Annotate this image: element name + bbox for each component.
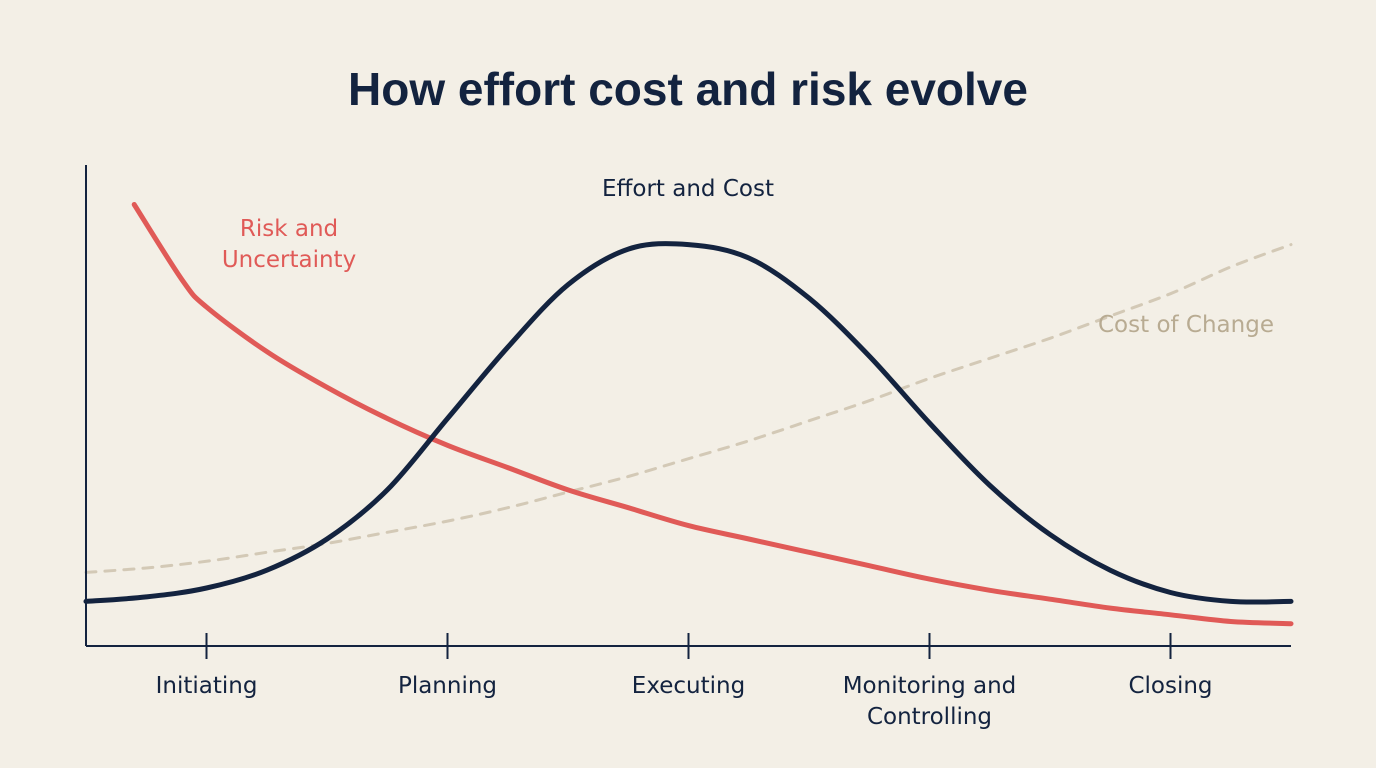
series-labels-layer: Effort and Cost Risk and Uncertainty Cost o… [222, 176, 1274, 338]
x-tick-label-executing: Executing [632, 673, 745, 699]
series-line-effort-and-cost [83, 241, 1294, 605]
series-label-risk-and-uncertainty-line-2: Uncertainty [222, 247, 356, 273]
x-tick-label-monitoring-and-controlling-line-1: Monitoring and [843, 673, 1017, 699]
series-label-effort-and-cost: Effort and Cost [602, 176, 774, 202]
x-tick-label-planning: Planning [398, 673, 497, 699]
x-tick-label-monitoring-and-controlling-line-2: Controlling [867, 704, 992, 730]
series-line-risk-and-uncertainty [131, 202, 1294, 627]
x-tick-label-initiating: Initiating [156, 673, 258, 699]
series-layer [83, 202, 1294, 627]
chart-title: How effort cost and risk evolve [348, 63, 1028, 115]
series-label-cost-of-change: Cost of Change [1098, 312, 1274, 338]
series-label-risk-and-uncertainty-line-1: Risk and [240, 216, 338, 242]
series-line-cost-of-change [84, 243, 1293, 574]
ticks-layer: Initiating Planning Executing Monitoring an… [156, 633, 1213, 730]
x-tick-label-closing: Closing [1128, 673, 1212, 699]
